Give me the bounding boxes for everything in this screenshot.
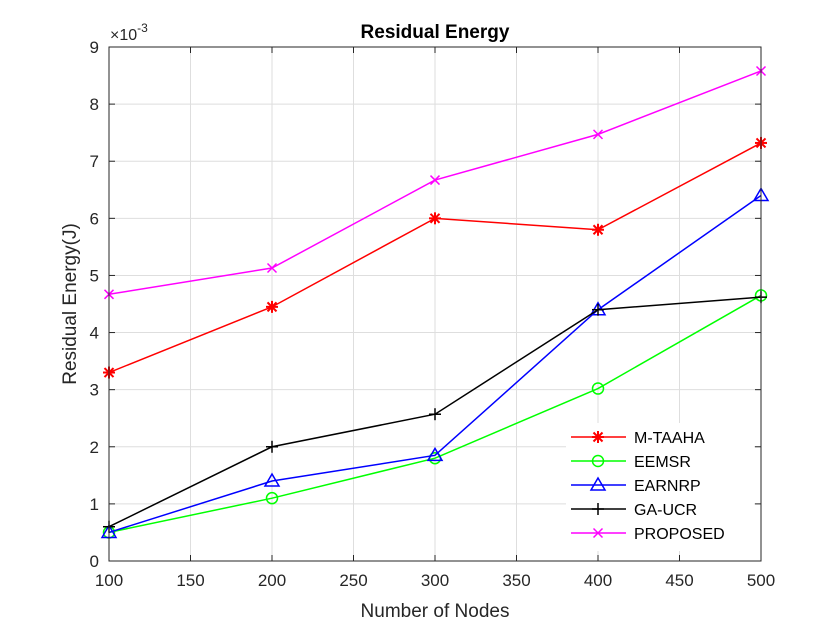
y-axis-multiplier: ×10-3	[110, 21, 148, 44]
y-axis-multiplier-base: ×10	[110, 27, 137, 44]
legend-label: GA-UCR	[634, 502, 697, 519]
data-point-ga-ucr	[592, 303, 604, 316]
legend-label: EEMSR	[634, 454, 691, 471]
legend-marker	[591, 454, 605, 468]
data-point-m-taaha	[429, 212, 441, 225]
chart-title: Residual Energy	[361, 22, 510, 43]
x-tick-label: 350	[502, 571, 530, 590]
series-line-eemsr	[108, 294, 762, 534]
legend-marker	[592, 527, 604, 539]
x-tick-label: 200	[258, 571, 286, 590]
legend-label: M-TAAHA	[634, 430, 705, 447]
tick-layer: 100 150 200 250 300 350 400 450 500 0 1 2 3 4 5 6 7 8 9	[90, 38, 776, 590]
y-tick-label: 7	[90, 152, 99, 171]
y-axis-label: Residual Energy(J)	[60, 223, 81, 385]
y-tick-label: 4	[90, 324, 99, 343]
x-tick-label: 500	[747, 571, 775, 590]
legend-item-ga-ucr: GA-UCR	[571, 502, 697, 519]
y-tick-label: 0	[90, 552, 99, 571]
x-axis-label: Number of Nodes	[361, 601, 510, 622]
x-tick-label: 150	[176, 571, 204, 590]
series-layer	[100, 65, 770, 539]
data-point-earnrp	[426, 446, 444, 462]
x-tick-label: 400	[584, 571, 612, 590]
y-tick-label: 6	[90, 209, 99, 228]
legend-label: PROPOSED	[634, 526, 725, 543]
y-tick-label: 1	[90, 495, 99, 514]
legend-item-eemsr: EEMSR	[571, 454, 691, 471]
x-tick-label: 250	[339, 571, 367, 590]
data-point-proposed	[429, 175, 441, 186]
data-point-eemsr	[265, 491, 279, 505]
legend-marker	[592, 431, 604, 443]
data-point-proposed	[266, 262, 278, 274]
y-tick-label: 5	[90, 266, 99, 285]
data-point-ga-ucr	[429, 408, 441, 421]
data-point-earnrp	[263, 472, 281, 487]
y-tick-label: 3	[90, 381, 99, 400]
legend-item-m-taaha: M-TAAHA	[571, 430, 705, 447]
data-point-eemsr	[591, 382, 605, 395]
x-tick-label: 300	[421, 571, 449, 590]
series-line-earnrp	[108, 194, 762, 534]
legend-label: EARNRP	[634, 478, 701, 495]
legend: M-TAAHA EEMSR EARNRP GA-UCR PROPOSED	[566, 423, 754, 551]
y-tick-label: 2	[90, 438, 99, 457]
legend-box	[566, 423, 754, 551]
legend-item-proposed: PROPOSED	[571, 526, 725, 543]
x-tick-label: 450	[665, 571, 693, 590]
data-point-m-taaha	[592, 223, 604, 236]
y-axis-multiplier-exponent: -3	[137, 21, 148, 35]
series-ga-ucr	[103, 291, 767, 533]
x-tick-label: 100	[95, 571, 123, 590]
data-point-m-taaha	[266, 300, 278, 313]
legend-marker	[592, 503, 604, 515]
legend-marker	[589, 476, 607, 491]
data-point-proposed	[592, 129, 604, 140]
data-point-ga-ucr	[266, 440, 278, 453]
y-tick-label: 9	[90, 38, 99, 57]
y-tick-label: 8	[90, 95, 99, 114]
legend-item-earnrp: EARNRP	[571, 476, 701, 495]
